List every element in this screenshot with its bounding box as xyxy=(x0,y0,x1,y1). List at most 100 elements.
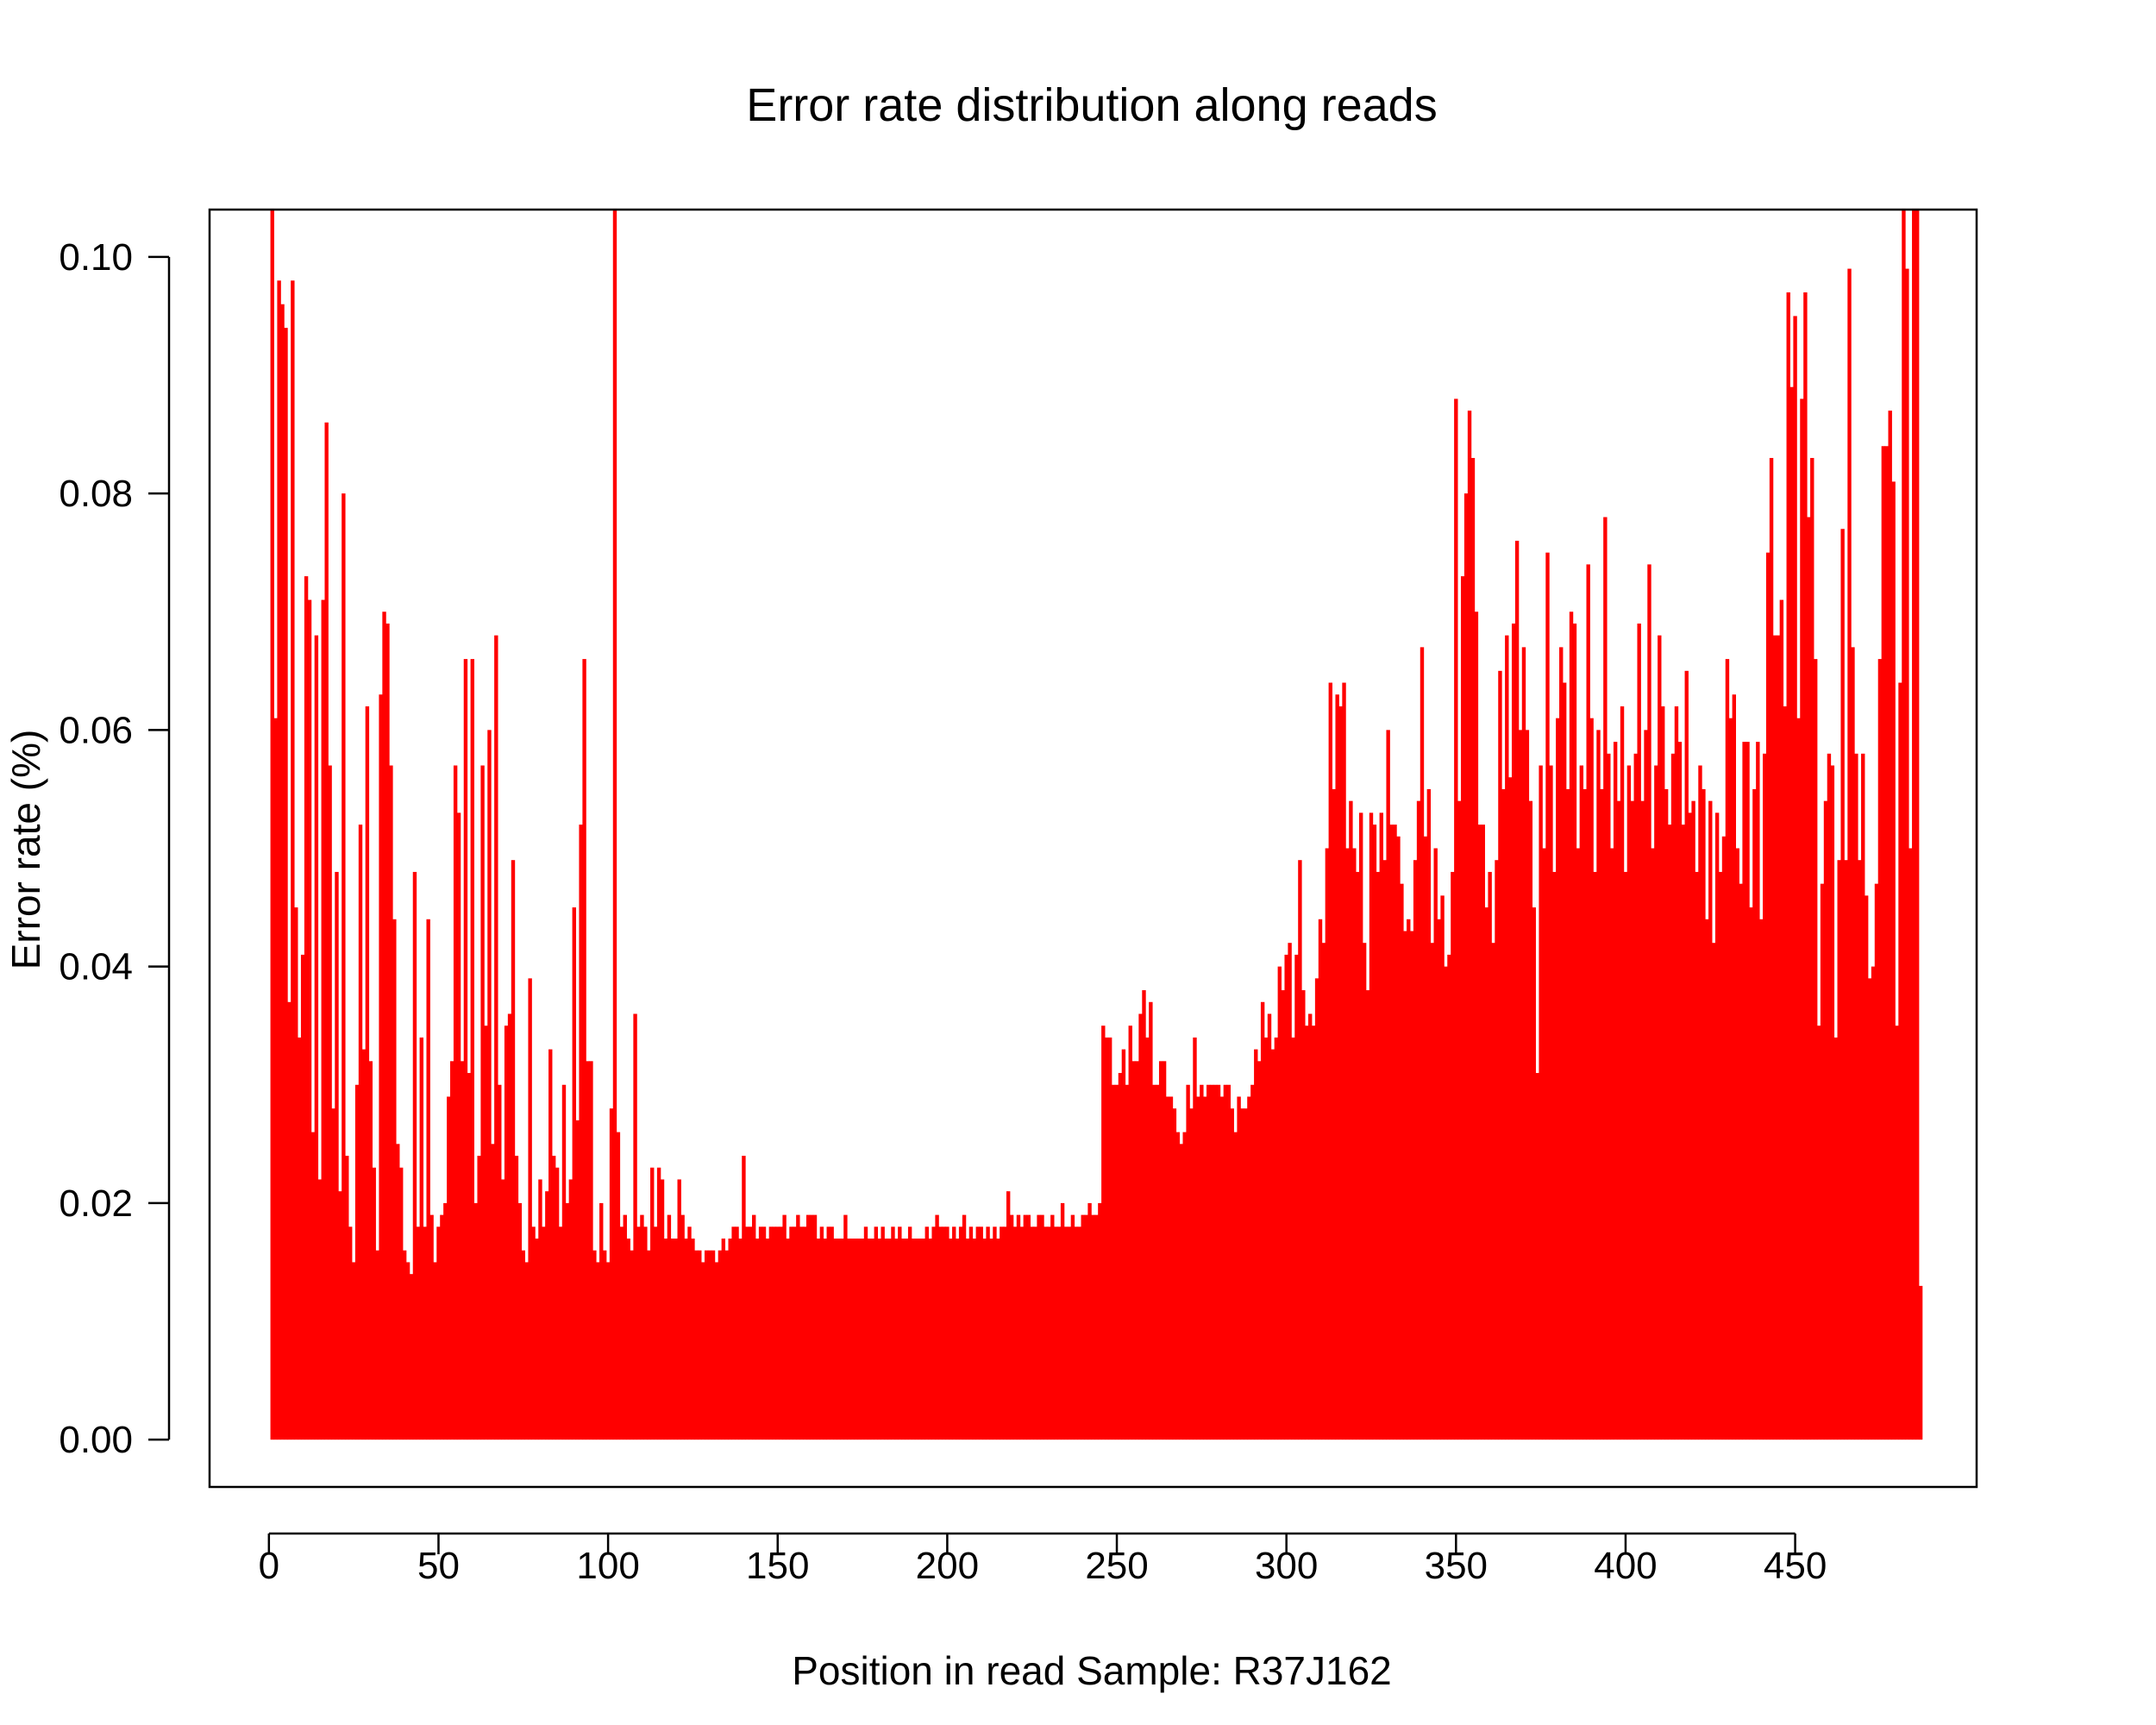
bar xyxy=(521,1250,525,1440)
bar xyxy=(1274,1037,1279,1440)
bar xyxy=(426,919,430,1440)
bar xyxy=(1626,765,1632,1440)
bar xyxy=(487,730,492,1440)
bar xyxy=(504,1026,509,1440)
bar xyxy=(1640,800,1645,1440)
bar xyxy=(605,1262,611,1440)
bar xyxy=(1152,1084,1156,1440)
bar xyxy=(1776,635,1781,1440)
bar xyxy=(392,919,397,1440)
bar xyxy=(993,1226,997,1440)
bar xyxy=(911,1239,916,1440)
bar xyxy=(1356,871,1360,1440)
bar xyxy=(1871,966,1876,1440)
bar xyxy=(975,1226,980,1440)
bar xyxy=(1898,682,1902,1440)
bar xyxy=(1301,990,1306,1440)
bar xyxy=(348,1226,353,1440)
bar xyxy=(1457,800,1462,1440)
bar xyxy=(335,871,339,1440)
bar xyxy=(847,1239,851,1440)
bar xyxy=(1156,1084,1160,1440)
bar xyxy=(653,1226,658,1440)
bar xyxy=(586,1061,590,1440)
bar xyxy=(1596,730,1601,1440)
bar xyxy=(1125,1084,1130,1440)
bar xyxy=(1721,836,1727,1440)
bar xyxy=(1728,718,1733,1440)
bar xyxy=(1844,860,1848,1440)
bar xyxy=(1365,990,1370,1440)
bar xyxy=(1664,788,1669,1440)
bar xyxy=(1376,871,1381,1440)
bar xyxy=(1840,529,1845,1440)
bar xyxy=(1895,1026,1899,1440)
bar xyxy=(630,1250,634,1440)
x-tick-label: 100 xyxy=(576,1545,639,1587)
bar xyxy=(1470,457,1476,1440)
bar xyxy=(931,1226,936,1440)
bar xyxy=(799,1226,804,1440)
bar xyxy=(1386,730,1390,1440)
bar xyxy=(837,1239,841,1440)
bar xyxy=(531,1226,536,1440)
bar xyxy=(721,1239,726,1440)
bar xyxy=(779,1226,783,1440)
bar xyxy=(1708,800,1713,1440)
bar xyxy=(342,493,346,1440)
bar xyxy=(1888,411,1892,1440)
bar xyxy=(1677,742,1683,1440)
bar xyxy=(724,1250,729,1440)
bar xyxy=(1128,1026,1132,1440)
bar xyxy=(735,1226,739,1440)
bar xyxy=(1098,1202,1102,1440)
bar xyxy=(1247,1096,1251,1440)
bar xyxy=(1813,659,1818,1440)
bar xyxy=(972,1239,977,1440)
bar xyxy=(1200,1084,1204,1440)
bar xyxy=(1257,1061,1262,1440)
x-tick-label: 150 xyxy=(746,1545,809,1587)
bar xyxy=(1284,954,1288,1440)
bar xyxy=(1858,860,1862,1440)
bar xyxy=(273,718,278,1440)
bar xyxy=(409,1274,414,1440)
bar xyxy=(1881,446,1886,1440)
bar xyxy=(1630,800,1635,1440)
bar xyxy=(321,599,325,1440)
x-tick-label: 250 xyxy=(1085,1545,1148,1587)
bar xyxy=(300,954,305,1440)
bar xyxy=(687,1226,692,1440)
bar xyxy=(1118,1073,1123,1440)
bar xyxy=(528,978,532,1440)
bar xyxy=(517,1202,523,1440)
bar xyxy=(602,1250,607,1440)
bar xyxy=(1912,210,1916,1440)
bar xyxy=(789,1226,793,1440)
bar xyxy=(277,280,281,1440)
bar xyxy=(284,328,288,1440)
bar xyxy=(1091,1214,1095,1440)
bar xyxy=(1230,1108,1234,1440)
bar xyxy=(1145,1037,1150,1440)
bar xyxy=(986,1226,990,1440)
bar xyxy=(938,1226,943,1440)
bar xyxy=(1281,990,1285,1440)
bar xyxy=(1362,943,1367,1440)
bar xyxy=(1463,493,1469,1440)
bar xyxy=(1101,1026,1106,1440)
bar xyxy=(1291,1037,1295,1440)
bar xyxy=(324,422,329,1440)
bar xyxy=(1358,812,1363,1440)
bar xyxy=(955,1239,960,1440)
bar xyxy=(558,1226,563,1440)
bar xyxy=(856,1239,862,1440)
bar xyxy=(1674,706,1679,1440)
bar xyxy=(768,1226,774,1440)
y-tick-label: 0.08 xyxy=(59,473,133,515)
bar xyxy=(1216,1084,1221,1440)
bar xyxy=(1454,398,1458,1440)
bar xyxy=(1389,825,1394,1440)
bar xyxy=(1532,907,1536,1440)
bar xyxy=(1219,1096,1225,1440)
